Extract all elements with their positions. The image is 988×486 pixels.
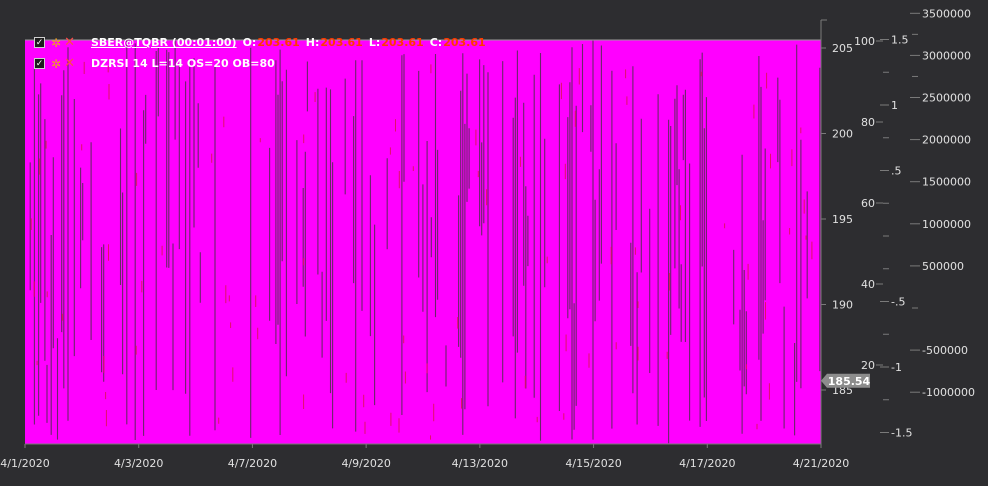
volume-tick-label: -1000000 <box>922 386 975 399</box>
x-tick-label: 4/17/2020 <box>679 457 735 470</box>
close-label: C: <box>429 36 443 49</box>
x-tick-label: 4/1/2020 <box>0 457 49 470</box>
volume-tick-label: -500000 <box>922 344 968 357</box>
chart-legend: ✓ ✲ ✕ SBER@TQBR (00:01:00) O: 203.61 H: 20… <box>34 32 486 74</box>
osc-tick-label: 1 <box>891 99 898 112</box>
bar-texture <box>29 40 821 444</box>
x-tick-label: 4/9/2020 <box>341 457 390 470</box>
indicator-visible-checkbox[interactable]: ✓ <box>34 58 45 69</box>
volume-tick-label: 3500000 <box>922 7 971 20</box>
rsi-tick-label: 20 <box>861 359 875 372</box>
rsi-tick-label: 40 <box>861 278 875 291</box>
last-price-marker[interactable] <box>821 373 870 388</box>
indicator-settings-gear-icon[interactable]: ✲ <box>51 56 62 71</box>
indicator-title[interactable]: DZRSI 14 L=14 OS=20 OB=80 <box>90 57 275 70</box>
osc-tick-label: -.5 <box>891 296 905 309</box>
series-remove-close-icon[interactable]: ✕ <box>64 35 75 50</box>
price-bars <box>29 40 821 444</box>
price-tick-label: 195 <box>832 213 853 226</box>
price-tick-label: 205 <box>832 42 853 55</box>
indicator-remove-close-icon[interactable]: ✕ <box>64 56 75 71</box>
series-title[interactable]: SBER@TQBR (00:01:00) <box>90 36 237 49</box>
close-value: 203.61 <box>443 36 486 49</box>
volume-tick-label: 2500000 <box>922 92 971 105</box>
legend-row-indicator: ✓ ✲ ✕ DZRSI 14 L=14 OS=20 OB=80 <box>34 53 486 74</box>
high-value: 203.61 <box>320 36 363 49</box>
last-price-label: 185.54 <box>828 375 871 388</box>
legend-row-series: ✓ ✲ ✕ SBER@TQBR (00:01:00) O: 203.61 H: 20… <box>34 32 486 53</box>
open-value: 203.61 <box>257 36 300 49</box>
x-tick-label: 4/3/2020 <box>114 457 163 470</box>
osc-tick-label: 1.5 <box>891 34 909 47</box>
series-visible-checkbox[interactable]: ✓ <box>34 37 45 48</box>
volume-tick-label: 2000000 <box>922 134 971 147</box>
volume-tick-label: 3000000 <box>922 49 971 62</box>
price-tick-label: 190 <box>832 299 853 312</box>
price-tick-label: 200 <box>832 128 853 141</box>
x-tick-label: 4/7/2020 <box>228 457 277 470</box>
x-tick-label: 4/15/2020 <box>565 457 621 470</box>
osc-tick-label: -1.5 <box>891 427 912 440</box>
high-label: H: <box>305 36 320 49</box>
rsi-tick-label: 80 <box>861 116 875 129</box>
low-value: 203.61 <box>381 36 424 49</box>
rsi-tick-label: 100 <box>854 35 875 48</box>
osc-tick-label: .5 <box>891 165 902 178</box>
x-tick-label: 4/21/2020 <box>793 457 849 470</box>
bar-highlights <box>30 61 813 440</box>
rsi-tick-label: 60 <box>861 197 875 210</box>
low-label: L: <box>368 36 381 49</box>
open-label: O: <box>242 36 257 49</box>
osc-tick-label: -1 <box>891 361 902 374</box>
volume-tick-label: 1500000 <box>922 176 971 189</box>
volume-tick-label: 500000 <box>922 260 964 273</box>
x-tick-label: 4/13/2020 <box>452 457 508 470</box>
volume-tick-label: 1000000 <box>922 218 971 231</box>
series-settings-gear-icon[interactable]: ✲ <box>51 35 62 50</box>
